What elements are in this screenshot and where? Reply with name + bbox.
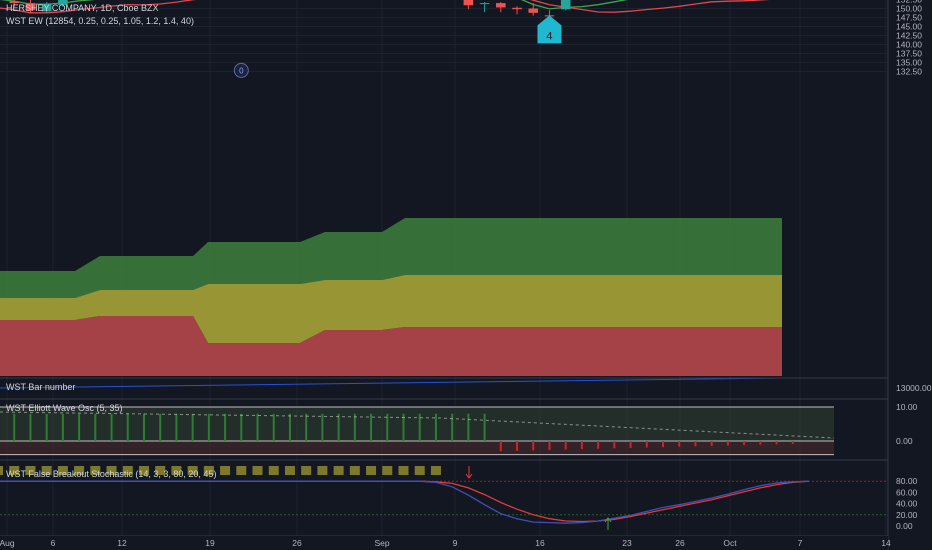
stoch-signal-block xyxy=(122,466,133,475)
time-tick: 26 xyxy=(675,538,685,548)
stoch-signal-block xyxy=(138,466,149,475)
ewo-title: WST Elliott Wave Osc (5, 35) xyxy=(6,403,123,413)
stoch-signal-block xyxy=(220,466,231,475)
ewo-upper-band xyxy=(0,407,834,441)
stoch-tick: 80.00 xyxy=(896,476,918,486)
stoch-signal-block xyxy=(382,466,393,475)
stoch-signal-block xyxy=(90,466,101,475)
stoch-signal-block xyxy=(284,466,295,475)
stoch-signal-block xyxy=(414,466,425,475)
stoch-signal-block xyxy=(155,466,166,475)
zone-bands xyxy=(0,218,782,376)
candle xyxy=(25,3,36,11)
green-zone xyxy=(0,218,782,298)
time-tick: Aug xyxy=(0,538,15,548)
buy-arrow xyxy=(604,517,612,530)
stoch-signal-block xyxy=(430,466,441,475)
stoch-signal-block xyxy=(268,466,279,475)
stoch-signal-block xyxy=(349,466,360,475)
stoch-tick: 0.00 xyxy=(896,521,913,531)
candle xyxy=(512,7,522,10)
price-tick: 142.50 xyxy=(896,31,922,41)
time-tick: 7 xyxy=(798,538,803,548)
stoch-d-line xyxy=(0,480,810,523)
ewo-tick: 0.00 xyxy=(896,436,913,446)
symbol-title: HERSHEY COMPANY, 1D, Cboe BZX xyxy=(6,3,159,13)
stoch-signal-block xyxy=(106,466,117,475)
stoch-signal-block xyxy=(57,466,68,475)
candle xyxy=(41,4,52,12)
stoch-signal-block xyxy=(171,466,182,475)
bar-number-line xyxy=(0,377,783,389)
sell-arrow xyxy=(465,466,473,479)
stoch-signal-block xyxy=(25,466,36,475)
stoch-signal-block xyxy=(236,466,247,475)
ewo-tick: 10.00 xyxy=(896,402,918,412)
time-tick: 9 xyxy=(453,538,458,548)
bar-number-title: WST Bar number xyxy=(6,382,76,392)
wave-label-4 xyxy=(537,15,562,44)
bar-number-tick: 13000.00 xyxy=(896,383,932,393)
wave-label-0 xyxy=(233,62,249,78)
stoch-signal-block xyxy=(333,466,344,475)
stoch-signal-block xyxy=(41,466,52,475)
price-tick: 137.50 xyxy=(896,49,922,59)
time-tick: 26 xyxy=(292,538,302,548)
candle xyxy=(560,0,571,10)
candle xyxy=(496,3,506,8)
ewo-signal xyxy=(0,411,835,439)
price-tick: 135.00 xyxy=(896,58,922,68)
wave-label-text: 0 xyxy=(239,66,244,75)
stoch-signal-block xyxy=(301,466,312,475)
stoch-tick: 60.00 xyxy=(896,487,918,497)
stoch-k-line xyxy=(0,480,810,524)
stoch-signal-block xyxy=(366,466,377,475)
stoch-signal-block xyxy=(203,466,214,475)
stoch-signal-block xyxy=(317,466,328,475)
stoch-tick: 20.00 xyxy=(896,510,918,520)
time-tick: 23 xyxy=(622,538,632,548)
moving-averages xyxy=(0,0,770,14)
stoch-signal-block xyxy=(74,466,85,475)
indicator-title: WST EW (12854, 0.25, 0.25, 1.05, 1.2, 1.… xyxy=(6,16,194,26)
time-tick: 19 xyxy=(205,538,215,548)
candle xyxy=(528,8,539,13)
price-tick: 152.50 xyxy=(896,0,922,5)
time-tick: 16 xyxy=(535,538,545,548)
price-tick: 147.50 xyxy=(896,13,922,23)
price-tick: 140.00 xyxy=(896,40,922,50)
price-axis-bg xyxy=(888,0,932,550)
time-tick: Sep xyxy=(374,538,389,548)
yellow-zone xyxy=(0,275,782,343)
time-tick: 12 xyxy=(117,538,127,548)
ma-red xyxy=(0,0,770,14)
time-tick: Oct xyxy=(723,538,737,548)
stoch-signal-block xyxy=(187,466,198,475)
price-tick: 132.50 xyxy=(896,67,922,77)
candle xyxy=(463,0,474,6)
red-zone xyxy=(0,316,782,376)
time-tick: 6 xyxy=(51,538,56,548)
stoch-signal-block xyxy=(0,466,3,475)
stoch-signal-block xyxy=(398,466,409,475)
wave-labels: 340 xyxy=(233,15,562,78)
time-axis-bg xyxy=(0,536,888,550)
indicator-panes xyxy=(0,377,888,530)
wave-label-text: 4 xyxy=(546,30,552,42)
stoch-signal-block xyxy=(9,466,20,475)
stoch-tick: 40.00 xyxy=(896,499,918,509)
candle xyxy=(479,3,490,5)
stoch-title: WST False Breakout Stochastic (14, 3, 3,… xyxy=(6,469,217,479)
ewo-lower-band xyxy=(0,441,834,455)
candle xyxy=(9,1,20,4)
price-tick: 145.00 xyxy=(896,22,922,32)
time-tick: 14 xyxy=(881,538,891,548)
stoch-signal-block xyxy=(252,466,263,475)
candle xyxy=(58,0,68,5)
price-tick: 150.00 xyxy=(896,4,922,14)
